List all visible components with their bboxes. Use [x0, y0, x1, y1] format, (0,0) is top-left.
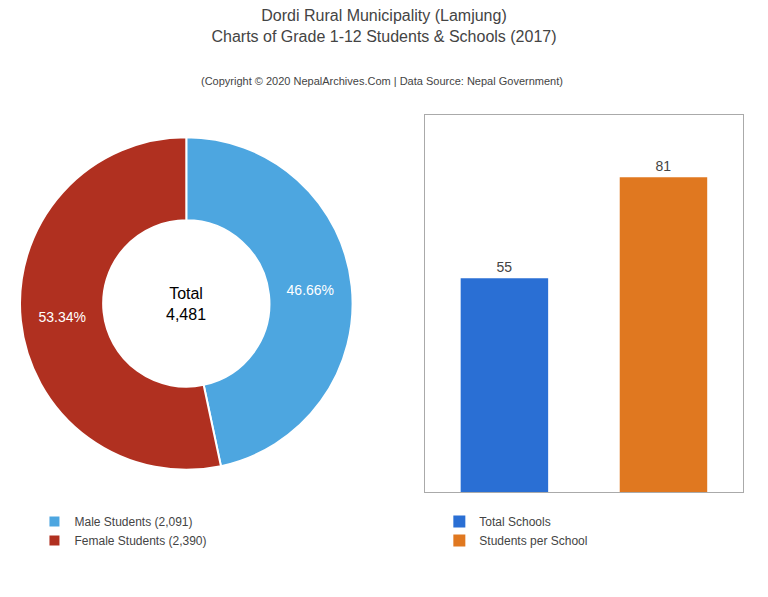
svg-text:Total4,481: Total4,481 [166, 285, 206, 323]
svg-text:Total Schools: Total Schools [479, 515, 550, 529]
svg-text:(Copyright © 2020 NepalArchive: (Copyright © 2020 NepalArchives.Com | Da… [201, 75, 563, 87]
svg-text:Dordi Rural Municipality (Lamj: Dordi Rural Municipality (Lamjung)Charts… [211, 7, 556, 45]
svg-text:46.66%: 46.66% [287, 282, 334, 298]
svg-text:55: 55 [497, 259, 513, 275]
svg-text:Male Students (2,091): Male Students (2,091) [74, 515, 192, 529]
svg-text:Female Students (2,390): Female Students (2,390) [74, 534, 206, 548]
svg-text:Students per School: Students per School [479, 534, 587, 548]
svg-text:81: 81 [656, 158, 672, 174]
svg-text:53.34%: 53.34% [39, 309, 86, 325]
